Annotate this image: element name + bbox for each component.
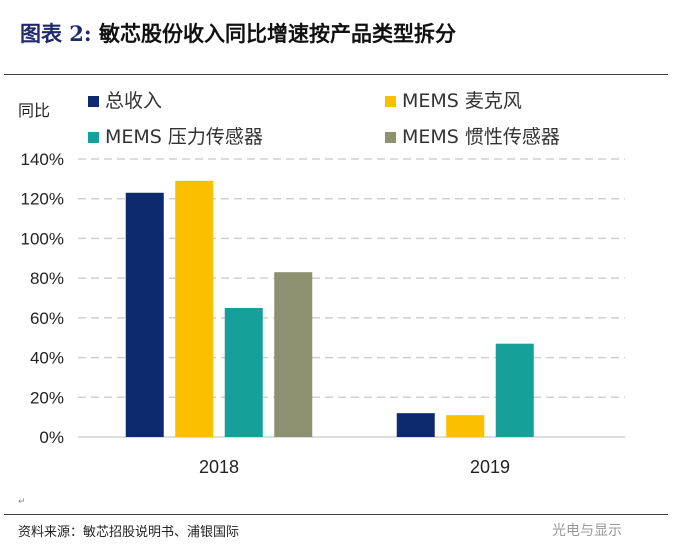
y-tick-label: 140% xyxy=(21,150,64,169)
y-tick-label: 80% xyxy=(30,269,64,288)
y-tick-label: 20% xyxy=(30,388,64,407)
legend-swatch xyxy=(88,96,99,107)
watermark: 光电与显示 xyxy=(552,523,622,539)
legend-swatch xyxy=(385,132,396,143)
bar-2-2019 xyxy=(446,415,485,437)
bar-4-2018 xyxy=(274,272,313,437)
y-tick-label: 0% xyxy=(39,428,64,447)
x-tick-label: 2018 xyxy=(199,457,239,477)
top-divider xyxy=(4,74,668,75)
legend-swatch xyxy=(88,132,99,143)
legend-label: 总收入 xyxy=(105,90,162,112)
bottom-divider xyxy=(4,514,668,515)
y-tick-label: 120% xyxy=(21,190,64,209)
y-axis-label: 同比 xyxy=(18,101,50,120)
figure-title-text: 敏芯股份收入同比增速按产品类型拆分 xyxy=(99,21,456,46)
y-tick-label: 100% xyxy=(21,229,64,248)
legend-label: MEMS 麦克风 xyxy=(402,90,522,112)
bar-1-2019 xyxy=(396,413,435,437)
legend-swatch xyxy=(385,96,396,107)
source-note: 资料来源：敏芯招股说明书、浦银国际 xyxy=(18,525,240,540)
paragraph-mark: ↵ xyxy=(18,497,26,507)
figure-title: 图表 2: 敏芯股份收入同比增速按产品类型拆分 xyxy=(20,18,456,48)
bar-2-2018 xyxy=(175,180,214,438)
bar-3-2019 xyxy=(495,343,534,437)
y-tick-label: 60% xyxy=(30,309,64,328)
y-tick-label: 40% xyxy=(30,349,64,368)
bar-3-2018 xyxy=(224,307,263,437)
legend-label: MEMS 惯性传感器 xyxy=(402,126,560,148)
figure-label: 图表 2: xyxy=(20,21,92,46)
bar-chart: 0% 20% 40% 60% 80% 100% 120% 140% 同比 2018 2019 总收入 M… xyxy=(18,90,625,477)
bar-1-2018 xyxy=(125,192,164,437)
legend-label: MEMS 压力传感器 xyxy=(105,126,263,148)
x-tick-label: 2019 xyxy=(470,457,510,477)
